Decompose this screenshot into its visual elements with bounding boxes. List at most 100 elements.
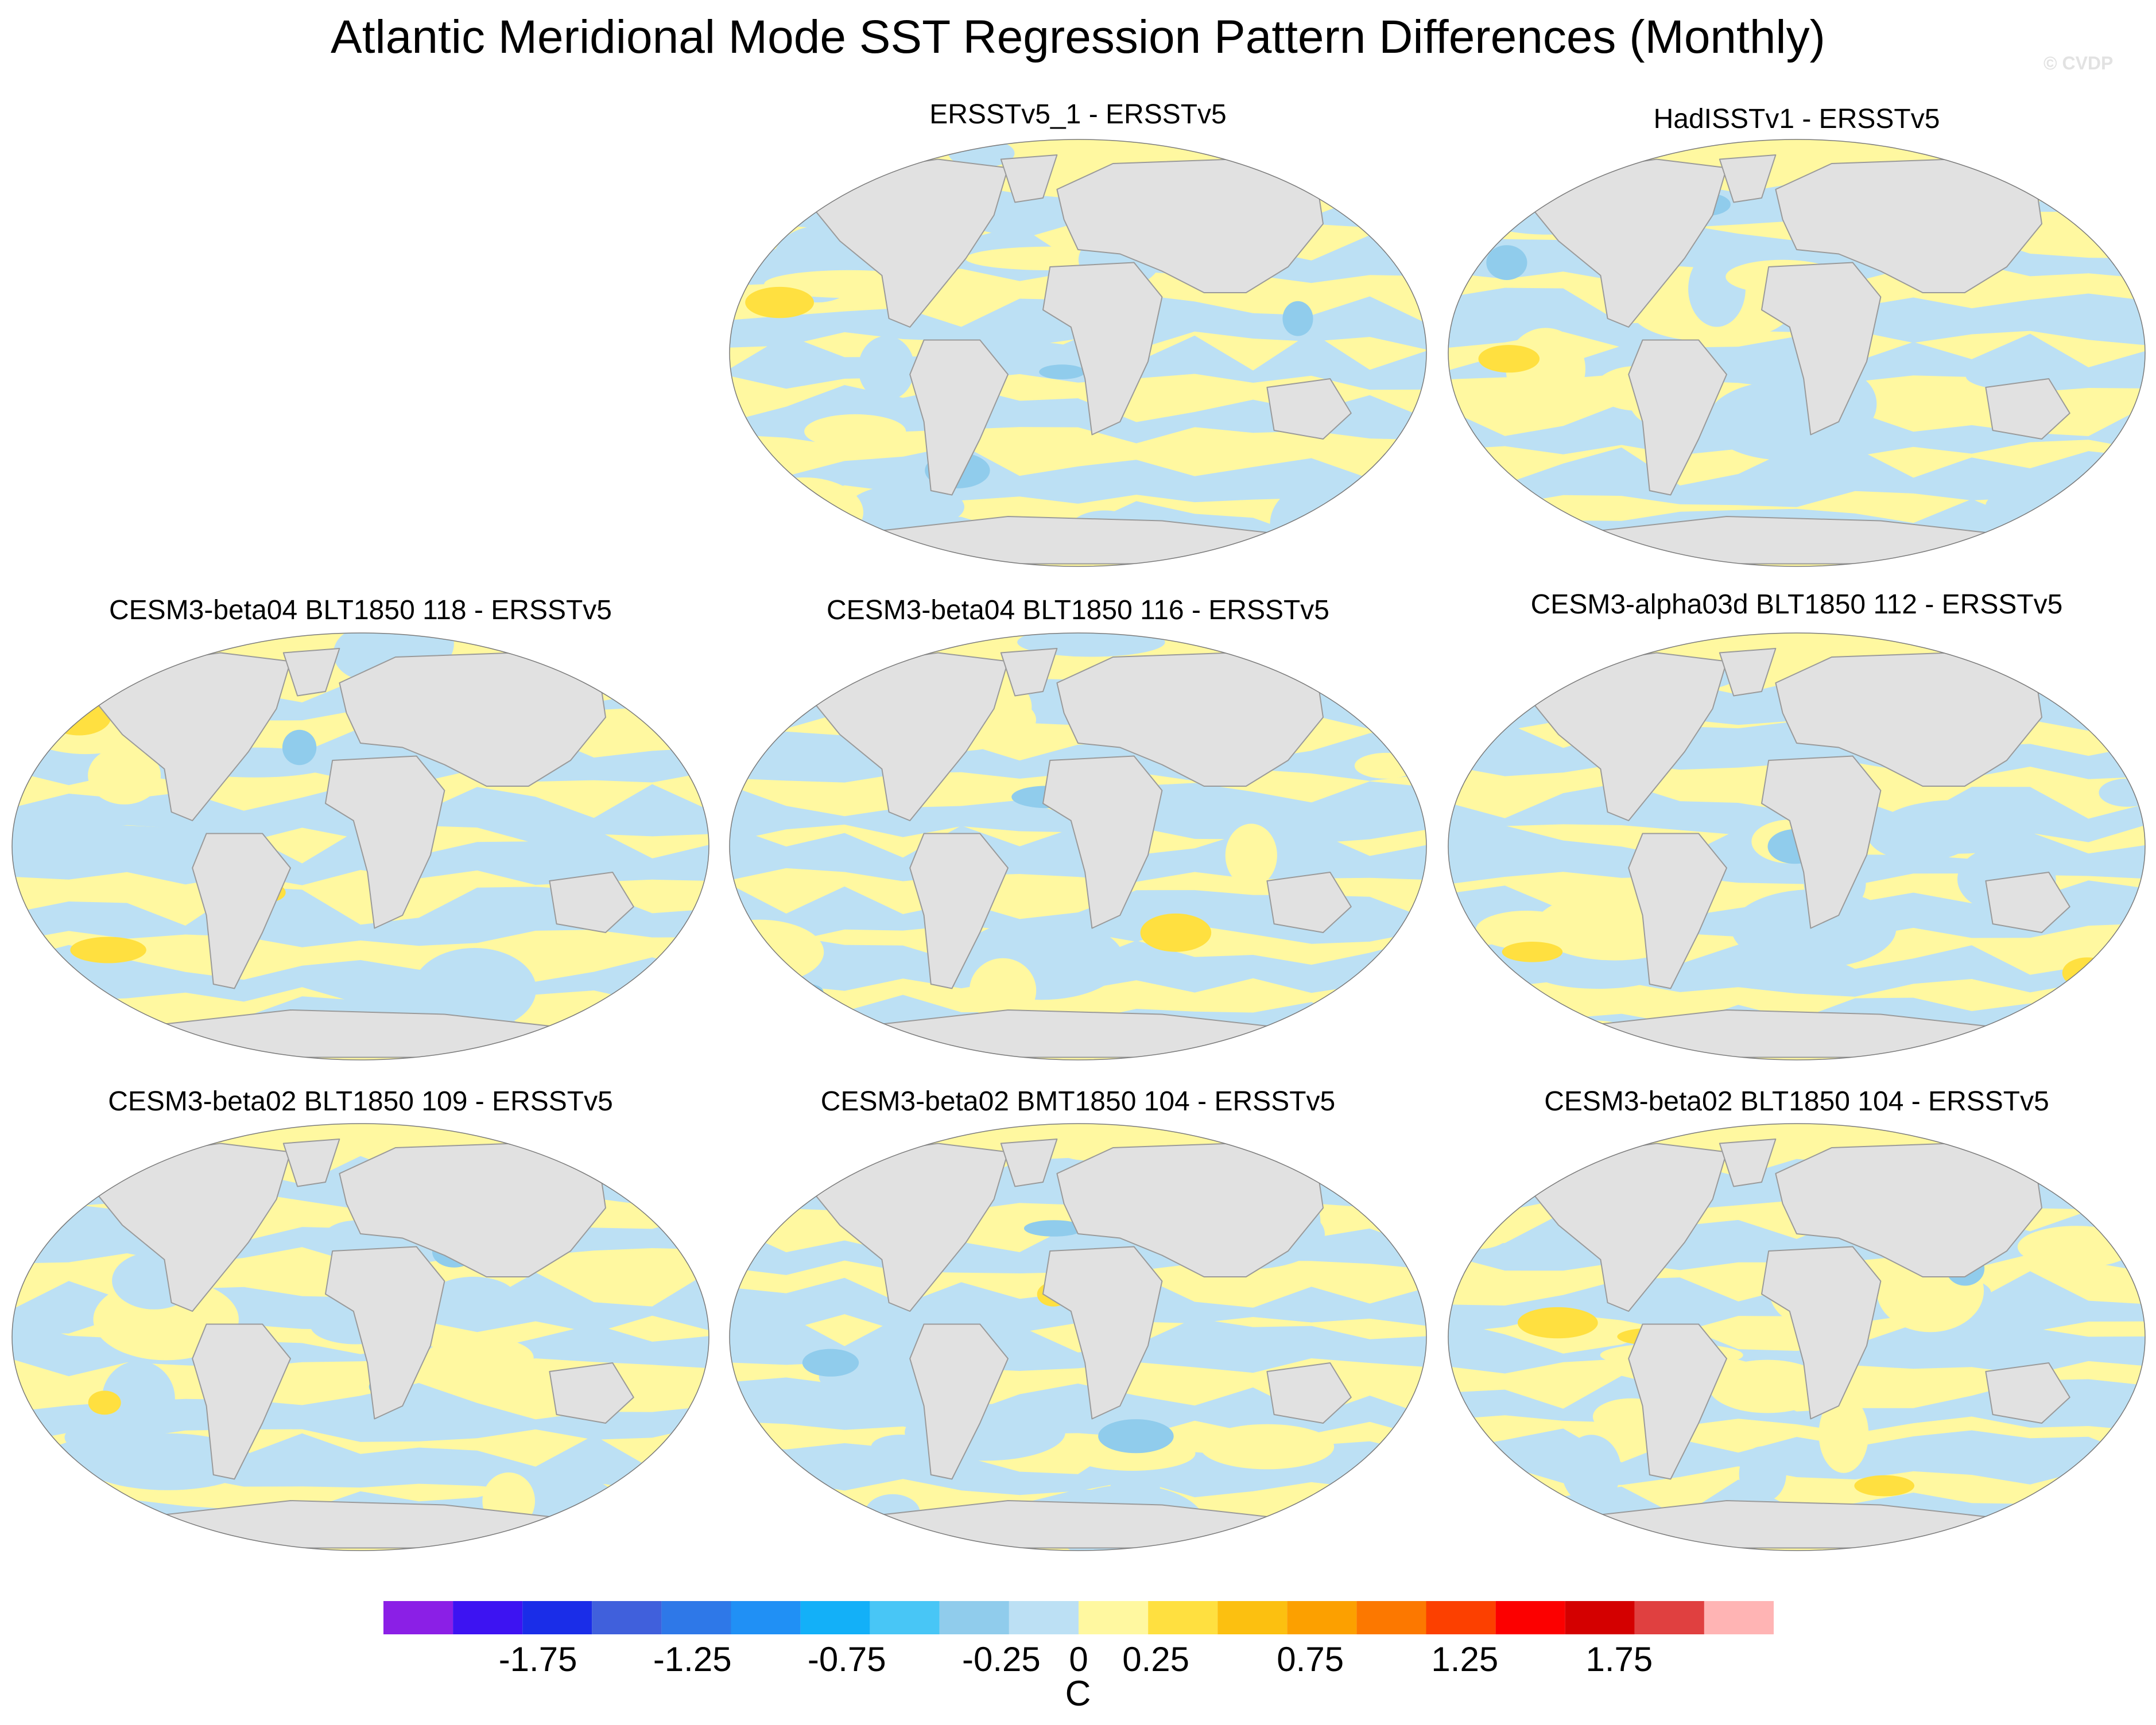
africa-land — [1042, 1246, 1163, 1420]
map-panel-1 — [729, 139, 1427, 567]
negative-anomaly-band — [12, 1432, 709, 1491]
africa-land — [1761, 1246, 1882, 1420]
positive-anomaly-patch — [1259, 633, 1378, 655]
positive-anomaly-patch — [2017, 1226, 2135, 1268]
negative-anomaly-patch — [1739, 1446, 1786, 1502]
map-panel-2 — [1448, 139, 2146, 567]
colorbar-box — [1565, 1601, 1635, 1634]
negative-anomaly-band — [730, 883, 1426, 944]
strong-negative-patch — [1486, 245, 1527, 280]
positive-anomaly-patch — [1225, 823, 1277, 887]
south-america-land — [1628, 339, 1727, 496]
negative-anomaly-patch — [102, 1361, 175, 1437]
negative-anomaly-patch — [2051, 475, 2111, 529]
colorbar-box — [661, 1601, 731, 1634]
negative-anomaly-patch — [1534, 956, 1662, 989]
figure-title: Atlantic Meridional Mode SST Regression … — [331, 11, 1825, 63]
strong-positive-patch — [88, 1390, 121, 1415]
colorbar-box — [1148, 1601, 1218, 1634]
negative-anomaly-patch — [626, 997, 709, 1038]
panel-title-5: CESM3-alpha03d BLT1850 112 - ERSSTv5 — [1530, 589, 2063, 620]
colorbar-box — [1426, 1601, 1496, 1634]
positive-anomaly-patch — [1818, 1395, 1869, 1473]
panel-title-1: ERSSTv5_1 - ERSSTv5 — [929, 99, 1227, 130]
colorbar-tick-label: 0.25 — [1122, 1640, 1189, 1679]
strong-negative-patch — [1039, 364, 1085, 379]
colorbar-tick-label: 0.75 — [1277, 1640, 1344, 1679]
positive-anomaly-patch — [1040, 1124, 1130, 1160]
map-panel-7 — [729, 1123, 1427, 1551]
colorbar-box — [1217, 1601, 1288, 1634]
positive-anomaly-patch — [1200, 1424, 1335, 1470]
panel-title-2: HadISSTv1 - ERSSTv5 — [1653, 104, 1940, 134]
map-border — [1448, 1123, 2146, 1551]
colorbar-box — [383, 1601, 453, 1634]
negative-anomaly-patch — [1561, 1435, 1622, 1505]
positive-anomaly-patch — [88, 746, 161, 805]
negative-anomaly-patch — [1867, 810, 1974, 861]
south-america-land — [1628, 1323, 1727, 1480]
panel-title-6: CESM3-beta02 BLT1850 109 - ERSSTv5 — [108, 1086, 613, 1117]
positive-anomaly-patch — [1708, 1359, 1827, 1413]
strong-positive-patch — [2062, 957, 2112, 989]
australia-land — [549, 1362, 634, 1424]
africa-land — [325, 1246, 445, 1420]
map-panel-8 — [1448, 1123, 2146, 1551]
negative-anomaly-band — [1448, 1428, 2145, 1485]
strong-positive-patch — [1478, 345, 1540, 373]
negative-anomaly-band — [1448, 446, 2145, 508]
australia-land — [1985, 378, 2070, 440]
positive-anomaly-patch — [1448, 1124, 1487, 1163]
colorbar-box — [1495, 1601, 1565, 1634]
colorbar-tick-label: -1.75 — [499, 1640, 577, 1679]
colorbar-tick-labels: -1.75 -1.25 -0.75 -0.25 0 0.25 0.75 1.25 1.75 — [499, 1640, 1653, 1679]
south-america-land — [909, 339, 1009, 496]
map-border — [1448, 139, 2146, 567]
africa-land — [1761, 262, 1882, 436]
strong-positive-patch — [70, 937, 146, 963]
negative-anomaly-patch — [1270, 484, 1358, 564]
negative-anomaly-patch — [2055, 1021, 2145, 1060]
strong-negative-patch — [1282, 301, 1313, 336]
positive-anomaly-patch — [969, 958, 1037, 1023]
australia-land — [1266, 872, 1352, 933]
map-panel-6 — [11, 1123, 709, 1551]
negative-anomaly-patch — [430, 1276, 517, 1319]
africa-land — [1761, 755, 1882, 929]
negative-anomaly-patch — [12, 972, 100, 1054]
map-border — [729, 1123, 1427, 1551]
north-america-land — [811, 158, 1009, 328]
panel-title-8: CESM3-beta02 BLT1850 104 - ERSSTv5 — [1544, 1086, 2049, 1117]
colorbar-box — [1079, 1601, 1149, 1634]
colorbar-box — [1634, 1601, 1704, 1634]
negative-anomaly-band — [1448, 333, 2145, 393]
positive-anomaly-patch — [2008, 1011, 2064, 1037]
north-america-land — [811, 1143, 1009, 1312]
greenland-land — [282, 1139, 340, 1187]
north-america-land — [94, 652, 291, 821]
negative-anomaly-band — [12, 887, 709, 947]
strong-positive-patch — [1375, 982, 1426, 1003]
negative-anomaly-patch — [610, 1473, 660, 1507]
map-border — [1448, 632, 2146, 1060]
colorbar-box — [870, 1601, 940, 1634]
strong-positive-patch — [1502, 942, 1563, 962]
strong-negative-patch — [786, 983, 824, 1001]
negative-anomaly-patch — [1449, 1471, 1535, 1543]
negative-anomaly-patch — [849, 484, 964, 530]
greenland-land — [1719, 154, 1777, 203]
greenland-land — [1000, 1139, 1058, 1187]
negative-anomaly-patch — [1731, 889, 1897, 968]
cvdp-watermark: © CVDP — [2043, 53, 2114, 73]
map-panel-3 — [11, 632, 709, 1060]
negative-anomaly-patch — [871, 1435, 930, 1459]
south-america-land — [909, 1323, 1009, 1480]
colorbar-tick-label: 1.25 — [1431, 1640, 1498, 1679]
colorbar-box — [453, 1601, 523, 1634]
south-america-land — [1628, 833, 1727, 989]
colorbar-tick-label: -1.25 — [653, 1640, 732, 1679]
colorbar-tick-label: 0 — [1069, 1640, 1088, 1679]
africa-land — [325, 755, 445, 929]
negative-anomaly-patch — [1688, 251, 1746, 327]
positive-anomaly-patch — [1283, 1124, 1414, 1160]
